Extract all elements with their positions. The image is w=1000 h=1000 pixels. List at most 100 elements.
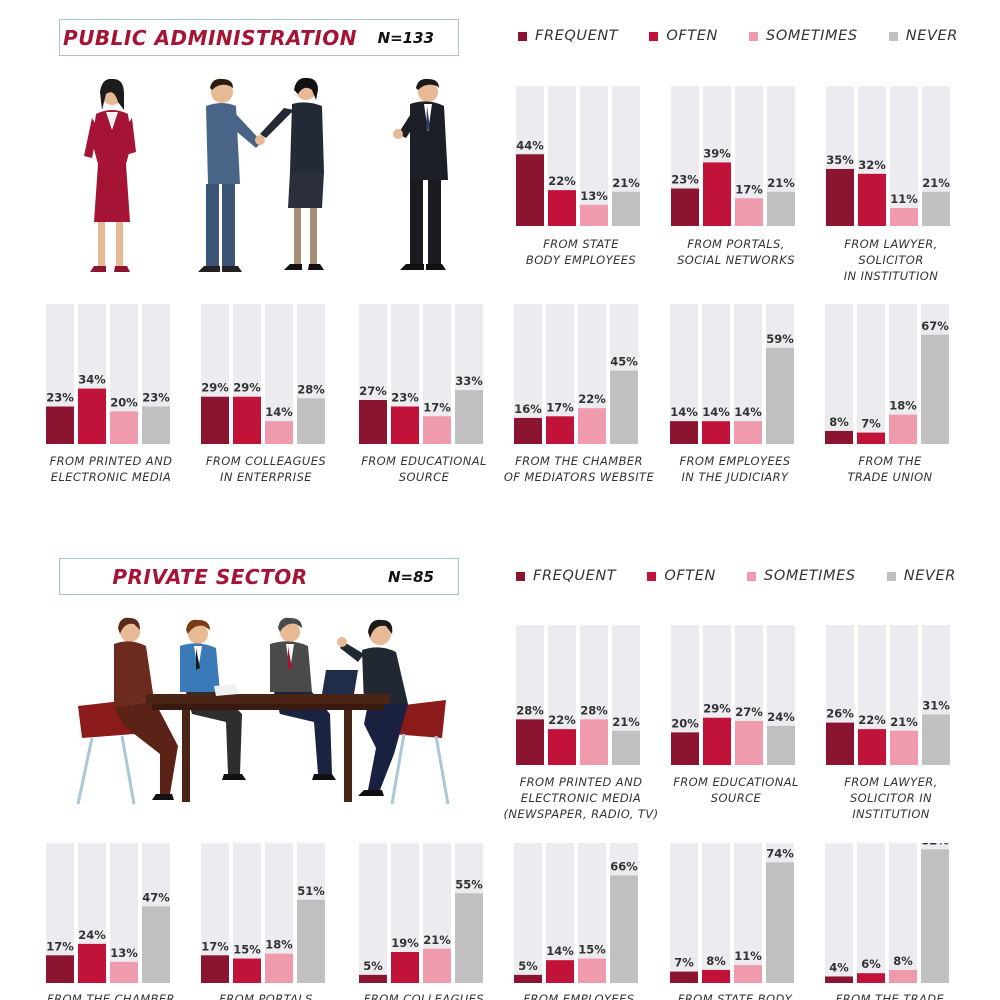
caption-line: BODY EMPLOYEES	[525, 253, 637, 267]
bar-never	[612, 191, 640, 226]
data-label: 59%	[766, 332, 794, 346]
data-label: 29%	[201, 381, 229, 395]
legend-label: OFTEN	[664, 568, 716, 584]
data-label: 7%	[861, 417, 881, 431]
data-label: 7%	[674, 956, 694, 970]
data-label: 18%	[265, 938, 293, 952]
section-title: PRIVATE SECTOR	[112, 565, 308, 589]
bar-often	[548, 729, 576, 765]
data-label: 21%	[612, 715, 640, 729]
bar-often	[857, 973, 885, 983]
bar-track	[359, 843, 387, 983]
bar-chart-plot: 7% 8% 11% 74%	[670, 843, 794, 983]
data-label: 17%	[423, 400, 451, 414]
data-label: 82%	[921, 843, 949, 847]
bar-chart-plot: 17% 24% 13% 47%	[46, 843, 170, 983]
bar-track	[890, 86, 918, 226]
bar-chart-plot: 16% 17% 22% 45%	[514, 304, 638, 444]
bar-track	[857, 304, 885, 444]
data-label: 5%	[363, 959, 383, 973]
data-label: 11%	[890, 192, 918, 206]
bar-frequent	[671, 732, 699, 765]
bar-chart-from-portals-social-networks: 23% 39% 17% 21% FROM PORTALS, SOCIAL NETWOR…	[671, 86, 801, 296]
caption-line: FROM EMPLOYEES	[679, 454, 791, 468]
data-label: 16%	[514, 402, 542, 416]
data-label: 35%	[826, 153, 854, 167]
bar-never	[610, 875, 638, 983]
caption-line: SOURCE	[398, 470, 450, 484]
caption-line: IN INSTITUTION	[843, 269, 939, 283]
legend-swatch	[749, 31, 759, 41]
bar-frequent	[516, 154, 544, 226]
data-label: 22%	[548, 174, 576, 188]
data-label: 14%	[265, 405, 293, 419]
legend-item-often: OFTEN	[647, 568, 716, 584]
chart-caption: FROM EMPLOYEES IN THE JUDICIARY	[650, 453, 820, 485]
data-label: 67%	[921, 319, 949, 333]
data-label: 66%	[610, 859, 638, 873]
bar-frequent	[826, 168, 854, 226]
bar-frequent	[359, 974, 387, 983]
legend-label: OFTEN	[666, 28, 718, 44]
legend-label: NEVER	[903, 568, 956, 584]
caption-line: FROM COLLEAGUES	[205, 454, 327, 468]
bar-often	[858, 729, 886, 765]
bar-sometimes	[734, 965, 762, 983]
legend-swatch	[518, 31, 527, 41]
section-title: PUBLIC ADMINISTRATION	[63, 26, 357, 50]
bar-chart-plot: 14% 14% 14% 59%	[670, 304, 794, 444]
section-header-public-administration: PUBLIC ADMINISTRATION N=133	[59, 19, 459, 56]
data-label: 27%	[735, 705, 763, 719]
data-label: 22%	[858, 713, 886, 727]
bar-track	[702, 304, 730, 444]
data-label: 21%	[922, 176, 950, 190]
bar-sometimes	[110, 961, 138, 983]
caption-line: SOURCE	[710, 791, 762, 805]
bar-often	[546, 416, 574, 444]
data-label: 21%	[423, 933, 451, 947]
caption-line: (NEWSPAPER, RADIO, TV)	[503, 807, 659, 821]
data-label: 20%	[671, 716, 699, 730]
chart-caption: FROM THE CHAMBER OF MEDIATORS WEBSITE	[494, 453, 664, 485]
bar-frequent	[826, 722, 854, 765]
data-label: 21%	[890, 715, 918, 729]
woman-handshake-figure	[255, 77, 324, 270]
man-handshake-figure	[198, 78, 262, 272]
data-label: 5%	[518, 959, 538, 973]
caption-line: FROM THE	[858, 454, 922, 468]
legend-label: SOMETIMES	[764, 568, 856, 584]
bar-chart-from-state-body-employees: 44% 22% 13% 21% FROM STATE BODY EMPLOYEES	[516, 86, 646, 296]
data-label: 17%	[201, 939, 229, 953]
legend-item-frequent: FREQUENT	[518, 28, 618, 44]
bar-track	[265, 304, 293, 444]
bar-chart-plot: 44% 22% 13% 21%	[516, 86, 640, 226]
man-gesturing-figure	[337, 619, 408, 796]
bar-often	[703, 162, 731, 226]
caption-line: FROM PORTALS	[219, 992, 313, 1000]
caption-line: ELECTRONIC MEDIA	[520, 791, 642, 805]
bar-chart-from-the-trade-private: 4% 6% 8% 82% FROM THE TRADE	[825, 843, 955, 1000]
bar-often	[858, 173, 886, 226]
legend-label: NEVER	[905, 28, 958, 44]
caption-line: FROM STATE BODY	[677, 992, 793, 1000]
business-meeting-table-icon	[76, 617, 450, 805]
data-label: 8%	[706, 954, 726, 968]
bar-track	[514, 843, 542, 983]
bar-chart-plot: 28% 22% 28% 21%	[516, 625, 640, 765]
data-label: 29%	[233, 381, 261, 395]
data-label: 15%	[233, 943, 261, 957]
bar-chart-from-educational-source-private: 20% 29% 27% 24% FROM EDUCATIONAL SOURCE	[671, 625, 801, 835]
data-label: 14%	[546, 944, 574, 958]
caption-line: IN ENTERPRISE	[220, 470, 312, 484]
chart-caption: FROM EMPLOYEES	[514, 991, 644, 1000]
chart-caption: FROM COLLEAGUES IN ENTERPRISE	[181, 453, 351, 485]
bar-sometimes	[890, 208, 918, 226]
table-icon	[146, 694, 390, 704]
bar-sometimes	[110, 411, 138, 444]
bar-frequent	[201, 396, 229, 444]
bar-often	[233, 958, 261, 983]
data-label: 19%	[391, 936, 419, 950]
bar-chart-plot: 5% 14% 15% 66%	[514, 843, 638, 983]
data-label: 23%	[46, 391, 74, 405]
bar-frequent	[671, 188, 699, 226]
